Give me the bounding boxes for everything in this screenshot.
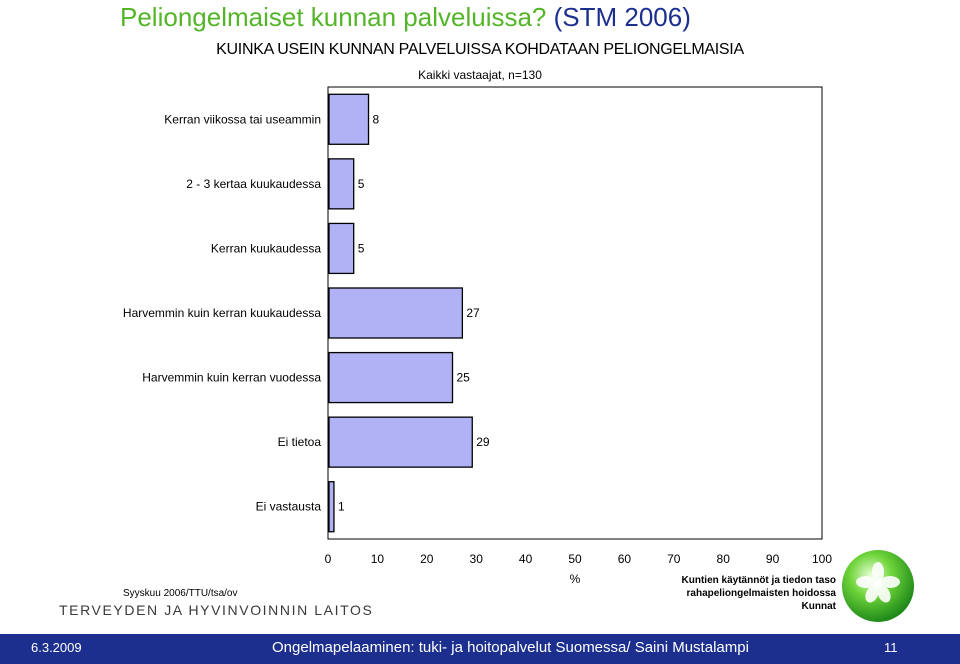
category-label: 2 - 3 kertaa kuukaudessa: [186, 177, 321, 191]
footer-bar: 6.3.2009 Ongelmapelaaminen: tuki- ja hoi…: [0, 634, 960, 664]
data-label: 5: [358, 241, 365, 255]
x-tick-label: 0: [325, 552, 332, 566]
x-tick-label: 80: [717, 552, 731, 566]
page-number: 11: [884, 640, 898, 655]
x-tick-label: 50: [568, 552, 582, 566]
chart-subtitle: Kaikki vastaajat, n=130: [418, 68, 542, 82]
x-tick-label: 100: [812, 552, 832, 566]
data-label: 25: [457, 371, 471, 385]
footer-title: Ongelmapelaaminen: tuki- ja hoitopalvelu…: [272, 639, 749, 656]
organization-name: TERVEYDEN JA HYVINVOINNIN LAITOS: [59, 602, 374, 618]
survey-note: Kuntien käytännöt ja tiedon taso rahapel…: [682, 574, 836, 613]
data-label: 5: [358, 177, 365, 191]
data-label: 29: [476, 435, 490, 449]
category-label: Kerran kuukaudessa: [211, 241, 321, 255]
x-tick-label: 10: [371, 552, 385, 566]
green-globe-flower-icon: [842, 550, 914, 622]
x-tick-label: 60: [618, 552, 632, 566]
plot-frame: [327, 86, 823, 540]
x-axis-label: %: [570, 572, 581, 586]
bar-4: [328, 287, 464, 339]
slide-title: Peliongelmaiset kunnan palveluissa? (STM…: [120, 2, 691, 33]
source-note: Syyskuu 2006/TTU/tsa/ov: [123, 588, 238, 599]
x-tick-label: 40: [519, 552, 533, 566]
bar-2: [328, 158, 355, 210]
x-tick-label: 70: [667, 552, 681, 566]
footer-date: 6.3.2009: [31, 640, 82, 655]
bar-5: [328, 351, 454, 404]
bar-6: [328, 416, 473, 468]
category-label: Ei tietoa: [278, 435, 322, 449]
survey-note-line3: Kunnat: [801, 601, 836, 612]
survey-note-line2: rahapeliongelmaisten hoidossa: [686, 588, 836, 599]
chart-title: KUINKA USEIN KUNNAN PALVELUISSA KOHDATAA…: [216, 41, 744, 58]
category-label: Harvemmin kuin kerran vuodessa: [142, 371, 321, 385]
bar-1: [328, 93, 370, 145]
bar-chart: Kerran viikossa tai useammin 8 2 - 3 kerta…: [123, 86, 832, 586]
bar-3: [328, 222, 355, 275]
slide-title-source: (STM 2006): [546, 2, 691, 32]
survey-note-line1: Kuntien käytännöt ja tiedon taso: [681, 575, 836, 586]
data-label: 8: [373, 112, 380, 126]
category-label: Harvemmin kuin kerran kuukaudessa: [123, 306, 321, 320]
data-label: 1: [338, 500, 345, 514]
x-tick-label: 30: [470, 552, 484, 566]
category-label: Ei vastausta: [256, 500, 322, 514]
x-tick-label: 90: [766, 552, 780, 566]
bar-7: [328, 481, 335, 533]
x-tick-label: 20: [420, 552, 434, 566]
slide-title-main: Peliongelmaiset kunnan palveluissa?: [120, 2, 547, 32]
data-label: 27: [466, 306, 480, 320]
category-label: Kerran viikossa tai useammin: [164, 112, 321, 126]
